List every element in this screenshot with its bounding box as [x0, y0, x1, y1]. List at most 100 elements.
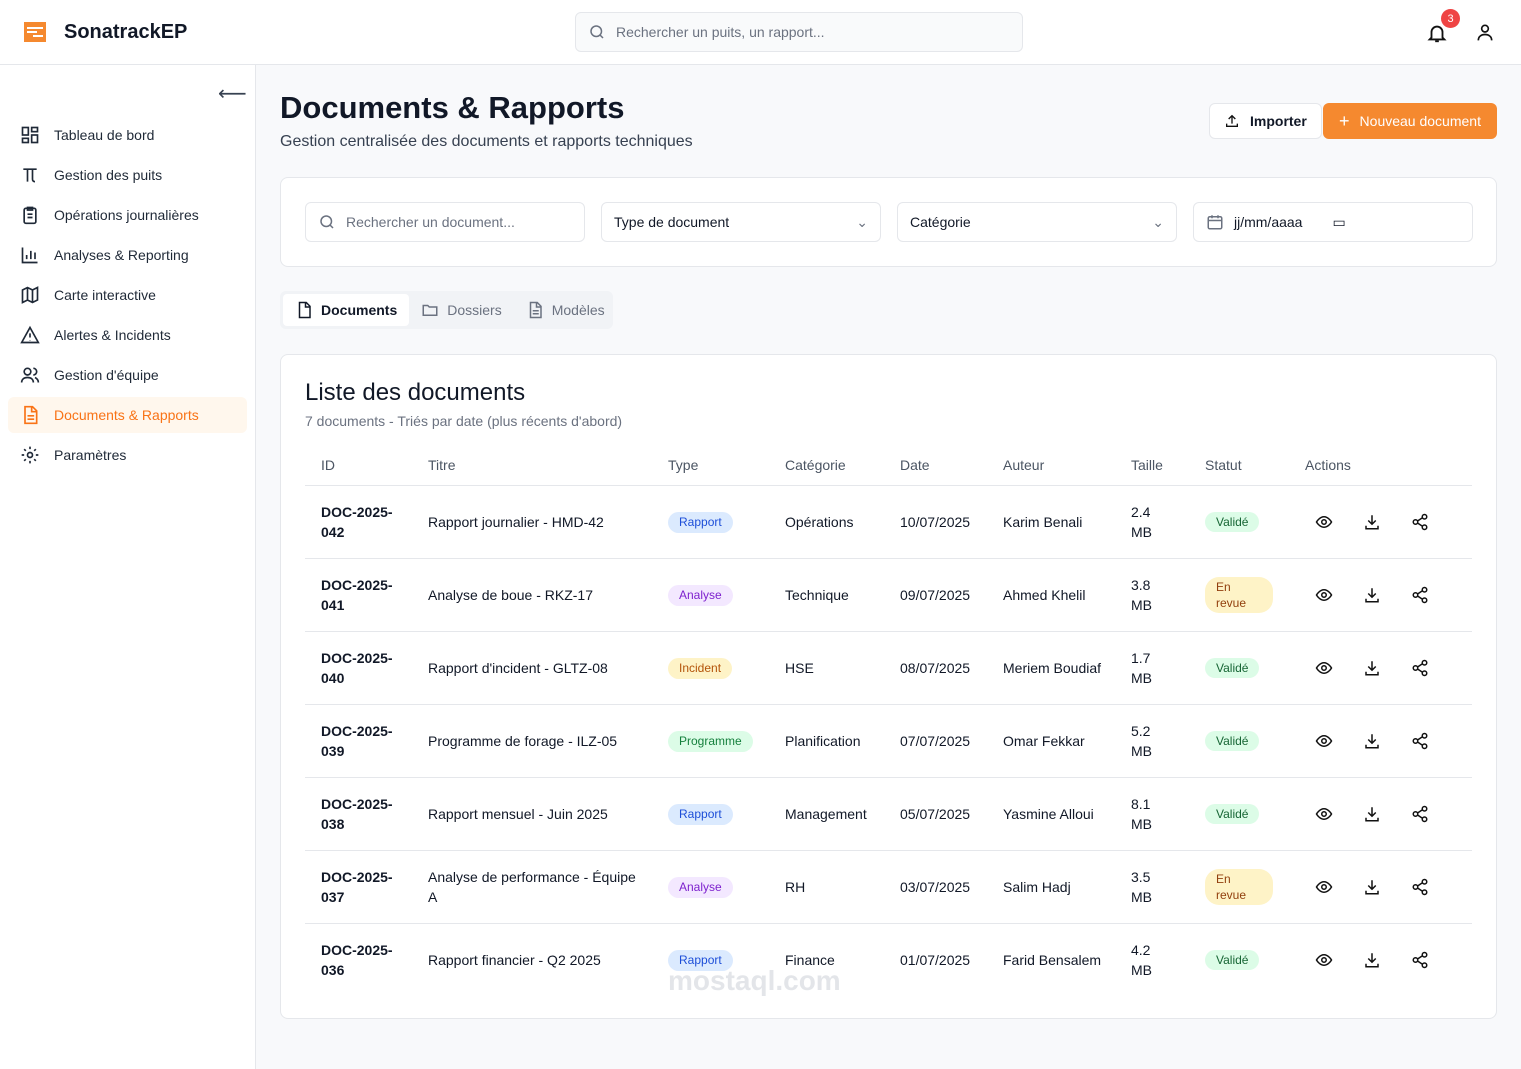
table-row[interactable]: DOC-2025-037 Analyse de performance - Éq… — [305, 850, 1472, 924]
date-input[interactable]: jj/mm/aaaa ▭ — [1193, 202, 1473, 242]
download-icon[interactable] — [1363, 732, 1381, 750]
table-row[interactable]: DOC-2025-038 Rapport mensuel - Juin 2025… — [305, 777, 1472, 851]
doc-title[interactable]: Rapport mensuel - Juin 2025 — [428, 777, 668, 851]
doc-id: DOC-2025-041 — [305, 558, 428, 632]
sidebar-item-label: Analyses & Reporting — [54, 247, 189, 263]
sidebar-item-label: Gestion d'équipe — [54, 367, 159, 383]
calendar-picker-icon[interactable]: ▭ — [1332, 213, 1346, 230]
download-icon[interactable] — [1363, 513, 1381, 531]
share-icon[interactable] — [1411, 732, 1429, 750]
doc-title[interactable]: Analyse de performance - Équipe A — [428, 850, 668, 924]
sidebar-item-7[interactable]: Documents & Rapports — [8, 397, 247, 433]
type-badge: Programme — [668, 730, 753, 752]
share-icon[interactable] — [1411, 586, 1429, 604]
download-icon[interactable] — [1363, 951, 1381, 969]
sidebar-item-5[interactable]: Alertes & Incidents — [8, 317, 247, 353]
column-header: Date — [900, 445, 1003, 486]
sidebar-item-2[interactable]: Opérations journalières — [8, 197, 247, 233]
eye-icon[interactable] — [1315, 878, 1333, 896]
doc-title[interactable]: Rapport journalier - HMD-42 — [428, 485, 668, 559]
doc-date: 03/07/2025 — [900, 850, 1003, 924]
sidebar-item-4[interactable]: Carte interactive — [8, 277, 247, 313]
share-icon[interactable] — [1411, 513, 1429, 531]
column-header: Statut — [1205, 445, 1305, 486]
share-icon[interactable] — [1411, 878, 1429, 896]
new-document-label: Nouveau document — [1359, 113, 1481, 129]
doc-category: Opérations — [785, 485, 900, 559]
eye-icon[interactable] — [1315, 513, 1333, 531]
type-badge: Rapport — [668, 803, 733, 825]
top-header: SonatrackEP Rechercher un puits, un rapp… — [0, 0, 1521, 65]
download-icon[interactable] — [1363, 659, 1381, 677]
status-badge: Validé — [1205, 804, 1260, 824]
tab-1[interactable]: Dossiers — [409, 294, 513, 326]
users-icon — [20, 367, 40, 383]
status-badge: Validé — [1205, 658, 1260, 678]
doc-title[interactable]: Programme de forage - ILZ-05 — [428, 704, 668, 778]
eye-icon[interactable] — [1315, 586, 1333, 604]
doc-title[interactable]: Analyse de boue - RKZ-17 — [428, 558, 668, 632]
document-icon — [529, 301, 542, 319]
user-icon[interactable] — [1475, 22, 1495, 42]
eye-icon[interactable] — [1315, 951, 1333, 969]
download-icon[interactable] — [1363, 805, 1381, 823]
share-icon[interactable] — [1411, 805, 1429, 823]
sidebar-nav: Tableau de bord Gestion des puits Opératio… — [8, 117, 247, 477]
sidebar-item-label: Paramètres — [54, 447, 127, 463]
tab-2[interactable]: Modèles — [514, 294, 617, 326]
doc-id: DOC-2025-036 — [321, 941, 393, 978]
type-badge: Analyse — [668, 876, 733, 898]
doc-author: Ahmed Khelil — [1003, 558, 1131, 632]
global-search-input[interactable]: Rechercher un puits, un rapport... — [575, 12, 1023, 52]
table-row[interactable]: DOC-2025-039 Programme de forage - ILZ-0… — [305, 704, 1472, 778]
list-title: Liste des documents — [305, 379, 526, 406]
sidebar-item-label: Tableau de bord — [54, 127, 155, 143]
download-icon[interactable] — [1363, 586, 1381, 604]
doc-date: 07/07/2025 — [900, 704, 1003, 778]
document-search-input[interactable]: Rechercher un document... — [305, 202, 585, 242]
sidebar-item-6[interactable]: Gestion d'équipe — [8, 357, 247, 393]
sidebar-item-label: Gestion des puits — [54, 167, 163, 183]
pi-icon — [23, 168, 37, 183]
download-icon[interactable] — [1363, 878, 1381, 896]
table-row[interactable]: DOC-2025-036 Rapport financier - Q2 2025… — [305, 923, 1472, 996]
column-header: Actions — [1305, 445, 1472, 486]
table-row[interactable]: DOC-2025-042 Rapport journalier - HMD-42… — [305, 485, 1472, 559]
search-icon — [320, 215, 334, 229]
doc-id: DOC-2025-039 — [305, 704, 428, 778]
notification-count: 3 — [1441, 9, 1460, 28]
calendar-icon — [1207, 215, 1223, 230]
sidebar-item-label: Opérations journalières — [54, 207, 199, 223]
sidebar-item-3[interactable]: Analyses & Reporting — [8, 237, 247, 273]
row-actions — [1305, 513, 1472, 531]
search-icon — [590, 25, 604, 39]
tab-0[interactable]: Documents — [283, 294, 410, 326]
doc-date: 08/07/2025 — [900, 631, 1003, 705]
doc-size: 1.7 MB — [1131, 631, 1205, 705]
import-label: Importer — [1250, 113, 1307, 129]
doc-author: Omar Fekkar — [1003, 704, 1131, 778]
sidebar-item-label: Carte interactive — [54, 287, 156, 303]
type-select[interactable]: Type de document ⌄ — [601, 202, 881, 242]
sidebar-item-1[interactable]: Gestion des puits — [8, 157, 247, 193]
collapse-sidebar-arrow-icon[interactable]: ⟵ — [218, 83, 247, 105]
eye-icon[interactable] — [1315, 659, 1333, 677]
import-button[interactable]: Importer — [1209, 103, 1322, 139]
table-row[interactable]: DOC-2025-041 Analyse de boue - RKZ-17 An… — [305, 558, 1472, 632]
table-row[interactable]: DOC-2025-040 Rapport d'incident - GLTZ-0… — [305, 631, 1472, 705]
share-icon[interactable] — [1411, 659, 1429, 677]
document-icon — [24, 405, 38, 425]
bell-icon[interactable] — [1426, 22, 1448, 44]
status-badge: Validé — [1205, 950, 1260, 971]
eye-icon[interactable] — [1315, 732, 1333, 750]
doc-title[interactable]: Rapport d'incident - GLTZ-08 — [428, 631, 668, 705]
sidebar-item-8[interactable]: Paramètres — [8, 437, 247, 473]
category-select[interactable]: Catégorie ⌄ — [897, 202, 1177, 242]
share-icon[interactable] — [1411, 951, 1429, 969]
eye-icon[interactable] — [1315, 805, 1333, 823]
sidebar-item-0[interactable]: Tableau de bord — [8, 117, 247, 153]
type-badge: Rapport — [668, 949, 733, 971]
new-document-button[interactable]: + Nouveau document — [1323, 103, 1497, 139]
doc-size: 8.1 MB — [1131, 777, 1205, 851]
doc-title[interactable]: Rapport financier - Q2 2025 — [428, 951, 601, 968]
